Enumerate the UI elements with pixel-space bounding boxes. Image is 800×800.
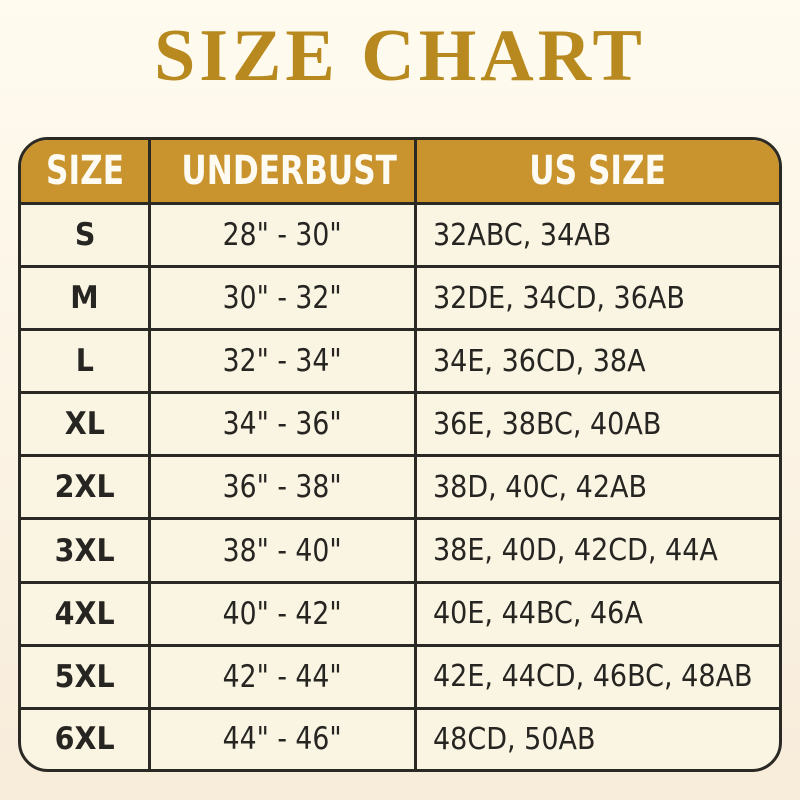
- size-table: SIZE UNDERBUST US SIZE S 28" - 30" 32ABC…: [18, 137, 782, 772]
- underbust-cell: 36" - 38": [148, 454, 416, 519]
- column-header-underbust: UNDERBUST: [148, 140, 416, 205]
- us-size-cell: 40E, 44BC, 46A: [413, 580, 779, 646]
- underbust-cell: 42" - 44": [148, 643, 416, 709]
- page-title: SIZE CHART: [154, 15, 646, 97]
- us-size-cell: 32ABC, 34AB: [413, 203, 779, 267]
- underbust-cell: 30" - 32": [148, 265, 416, 330]
- underbust-cell: 44" - 46": [148, 706, 416, 769]
- table-row: S 28" - 30" 32ABC, 34AB: [21, 203, 779, 267]
- us-size-cell: 36E, 38BC, 40AB: [413, 391, 779, 456]
- column-header-size: SIZE: [21, 140, 150, 205]
- underbust-cell: 32" - 34": [148, 328, 416, 393]
- size-table-grid: SIZE UNDERBUST US SIZE S 28" - 30" 32ABC…: [21, 140, 779, 769]
- us-size-cell: 32DE, 34CD, 36AB: [413, 265, 779, 330]
- column-header-underbust-label: UNDERBUST: [181, 148, 398, 194]
- us-size-cell: 38E, 40D, 42CD, 44A: [413, 517, 779, 583]
- size-cell: 6XL: [21, 706, 150, 769]
- size-cell: 2XL: [21, 454, 150, 519]
- us-size-cell: 48CD, 50AB: [413, 706, 779, 769]
- table-row: 4XL 40" - 42" 40E, 44BC, 46A: [21, 580, 779, 646]
- table-row: 6XL 44" - 46" 48CD, 50AB: [21, 706, 779, 769]
- underbust-cell: 28" - 30": [148, 203, 416, 267]
- size-cell: S: [74, 217, 95, 254]
- size-cell: L: [21, 328, 150, 393]
- column-header-us-size-label: US SIZE: [529, 148, 667, 194]
- size-cell: 5XL: [21, 643, 150, 709]
- us-size-cell: 42E, 44CD, 46BC, 48AB: [413, 643, 779, 709]
- table-row: 5XL 42" - 44" 42E, 44CD, 46BC, 48AB: [21, 643, 779, 709]
- column-header-size-label: SIZE: [45, 148, 124, 194]
- size-cell: 4XL: [21, 580, 150, 646]
- table-row: XL 34" - 36" 36E, 38BC, 40AB: [21, 391, 779, 456]
- table-row: L 32" - 34" 34E, 36CD, 38A: [21, 328, 779, 393]
- underbust-cell: 40" - 42": [148, 580, 416, 646]
- header-row: SIZE UNDERBUST US SIZE: [21, 140, 779, 205]
- us-size-cell: 38D, 40C, 42AB: [413, 454, 779, 519]
- us-size-cell: 34E, 36CD, 38A: [413, 328, 779, 393]
- size-cell: 3XL: [21, 517, 150, 583]
- underbust-cell: 34" - 36": [148, 391, 416, 456]
- underbust-cell: 38" - 40": [148, 517, 416, 583]
- size-cell: M: [21, 265, 150, 330]
- table-row: M 30" - 32" 32DE, 34CD, 36AB: [21, 265, 779, 330]
- table-row: 3XL 38" - 40" 38E, 40D, 42CD, 44A: [21, 517, 779, 583]
- size-cell: XL: [21, 391, 150, 456]
- table-row: 2XL 36" - 38" 38D, 40C, 42AB: [21, 454, 779, 519]
- column-header-us-size: US SIZE: [413, 140, 779, 205]
